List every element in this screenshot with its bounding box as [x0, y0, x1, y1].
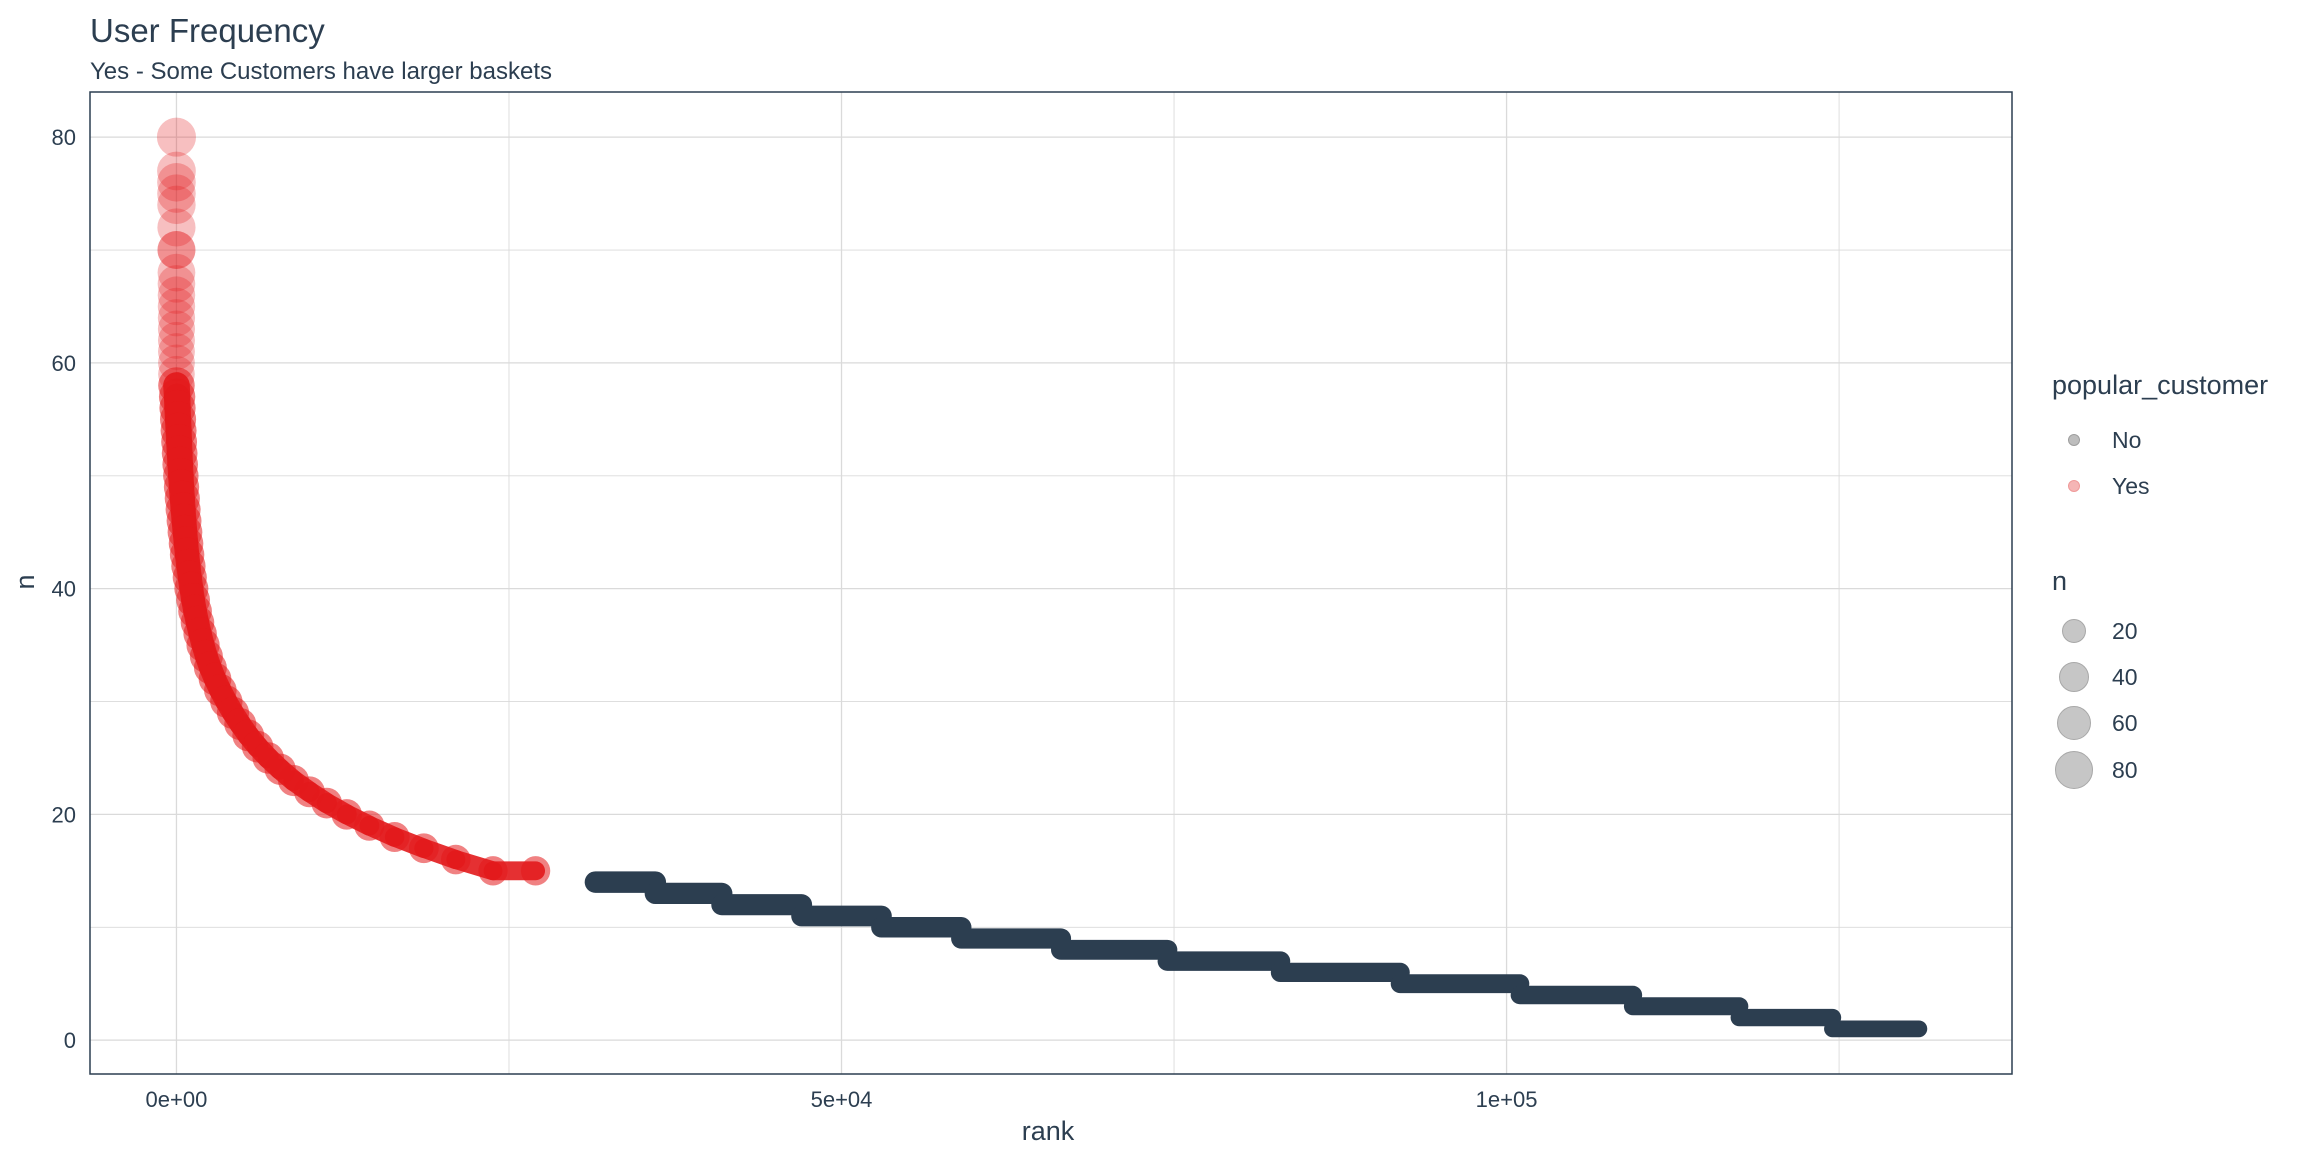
legend-label-no: No: [2112, 426, 2142, 453]
size-legend-title: n: [2052, 566, 2068, 596]
size-legend-entry-60: 60: [2052, 703, 2138, 743]
panel-border: [89, 91, 2013, 1075]
legend-swatch-yes: [2068, 480, 2080, 492]
x-tick-label: 0e+00: [146, 1087, 208, 1112]
point-yes: [156, 117, 196, 157]
point-yes: [157, 151, 196, 191]
chart-subtitle: Yes - Some Customers have larger baskets: [90, 58, 552, 85]
size-label-20: 20: [2112, 617, 2138, 644]
size-swatch-80: [2055, 751, 2093, 789]
y-tick-label: 0: [64, 1028, 76, 1053]
y-tick-label: 60: [52, 351, 76, 376]
x-tick-label: 5e+04: [811, 1087, 873, 1112]
point-yes: [440, 844, 471, 875]
point-yes: [157, 208, 196, 247]
point-yes: [157, 287, 196, 326]
x-axis-label: rank: [1022, 1116, 1075, 1146]
point-yes: [158, 333, 195, 371]
legend-label-yes: Yes: [2112, 472, 2150, 499]
point-yes: [157, 265, 196, 303]
point-yes: [157, 231, 196, 269]
size-swatch-20: [2062, 619, 2086, 643]
axes: 0 20 40 60 80 0e+00 5e+04 1e+05: [52, 125, 1538, 1112]
point-yes: [520, 856, 551, 886]
y-tick-label: 80: [52, 125, 76, 150]
point-yes: [157, 185, 196, 225]
point-yes: [157, 276, 196, 314]
point-yes: [408, 833, 439, 864]
size-legend-entry-20: 20: [2052, 611, 2138, 651]
legend-entry-no: No: [2052, 420, 2141, 460]
point-yes: [354, 810, 385, 841]
point-yes: [157, 174, 196, 213]
point-yes: [478, 856, 508, 886]
legend-swatch-no: [2068, 434, 2080, 446]
size-swatch-40: [2059, 662, 2089, 692]
point-yes: [157, 162, 196, 202]
y-tick-label: 20: [52, 802, 76, 827]
point-yes: [157, 231, 196, 269]
legend-entry-yes: Yes: [2052, 466, 2150, 506]
point-yes: [157, 321, 195, 359]
size-label-60: 60: [2112, 709, 2138, 736]
point-yes: [331, 799, 362, 830]
point-yes: [157, 310, 196, 348]
y-tick-label: 40: [52, 577, 76, 602]
size-label-40: 40: [2112, 663, 2138, 690]
point-yes: [157, 299, 196, 337]
grid-lines: [90, 92, 2012, 1074]
color-legend-title: popular_customer: [2052, 370, 2269, 400]
y-axis-label: n: [10, 574, 40, 589]
point-yes: [379, 821, 410, 852]
size-label-80: 80: [2112, 756, 2138, 783]
chart-title: User Frequency: [90, 12, 325, 49]
x-tick-label: 1e+05: [1476, 1087, 1538, 1112]
size-swatch-60: [2057, 706, 2091, 740]
data-points: [156, 117, 1928, 1038]
point-yes: [157, 253, 196, 292]
size-legend-entry-80: 80: [2052, 750, 2138, 790]
size-legend-entry-40: 40: [2052, 657, 2138, 697]
